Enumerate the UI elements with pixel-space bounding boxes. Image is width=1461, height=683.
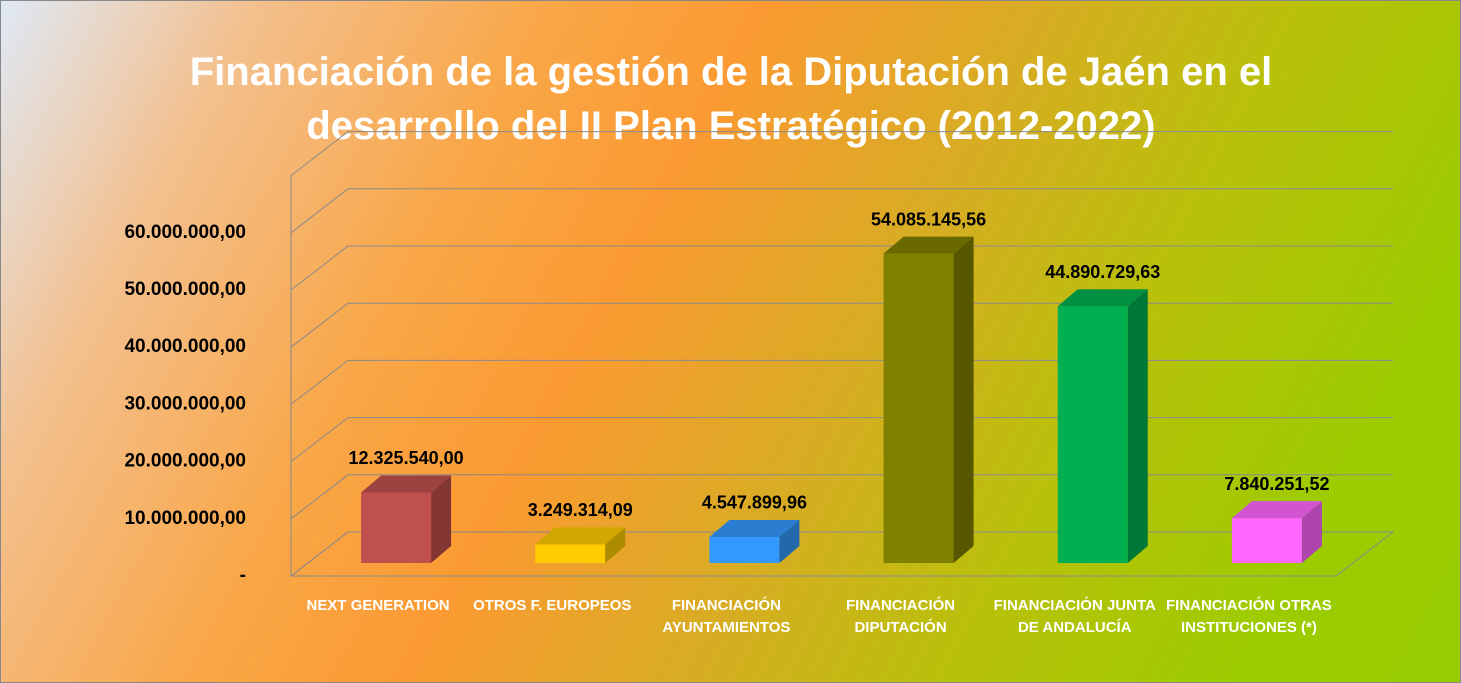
bar-top [361,475,452,493]
bar-top [1057,289,1148,307]
bar-side [779,519,800,563]
bar-top [1231,501,1322,519]
value-label: 12.325.540,00 [349,448,464,468]
bar-top [883,236,974,254]
bar [709,536,780,563]
grid-line [290,302,1393,348]
x-tick-label: FINANCIACIÓN OTRAS INSTITUCIONES (*) [1165,597,1332,636]
grid-line [290,131,1393,176]
bar-side [431,475,452,563]
y-tick-label: 30.000.000,00 [124,393,246,414]
x-tick-label: FINANCIACIÓN DIPUTACIÓN [845,597,956,636]
y-tick-label: 10.000.000,00 [124,508,246,529]
bar-top [535,527,626,545]
value-label: 7.840.251,52 [1224,474,1329,494]
grid-line [290,188,1393,234]
value-label: 54.085.145,56 [871,209,986,229]
bar [1057,306,1128,563]
grid-line [290,359,1393,405]
grid-line [290,245,1393,291]
bar [1231,518,1302,563]
x-tick-label: OTROS F. EUROPEOS [473,597,632,614]
bar-side [1301,501,1322,563]
grid-line [290,417,1393,462]
bar-top [709,519,800,537]
bar-side [953,236,974,563]
value-label: 3.249.314,09 [528,500,633,520]
y-tick-label: 60.000.000,00 [124,222,246,243]
floor [289,531,1395,577]
bar-side [605,527,626,563]
chart-title: Financiación de la gestión de la Diputac… [189,50,1273,148]
bar [883,253,954,563]
y-tick-label: 40.000.000,00 [124,336,246,357]
bar [535,544,606,563]
bar-side [1127,289,1148,563]
value-label: 44.890.729,63 [1045,262,1160,282]
grid-line [290,531,1393,577]
y-tick-label: - [240,565,246,586]
bar [361,492,432,563]
x-tick-label: NEXT GENERATION [306,597,450,614]
value-label: 4.547.899,96 [702,493,807,513]
x-tick-label: FINANCIACIÓN AYUNTAMIENTOS [662,597,791,636]
grid-line [290,474,1393,520]
y-tick-label: 20.000.000,00 [124,451,246,472]
y-tick-label: 50.000.000,00 [124,279,246,300]
x-tick-label: FINANCIACIÓN JUNTA DE ANDALUCÍA [993,597,1156,636]
